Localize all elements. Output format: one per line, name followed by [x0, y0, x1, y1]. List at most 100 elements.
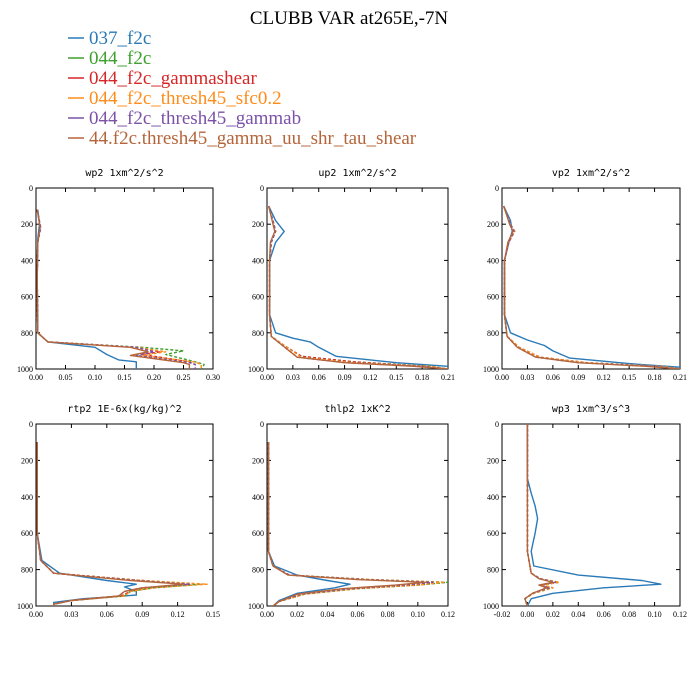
series-line	[267, 442, 427, 606]
x-tick-label: 0.00	[520, 610, 534, 619]
x-tick-label: 0.15	[206, 610, 220, 619]
x-tick-label: 0.21	[441, 373, 455, 382]
x-tick-label: 0.03	[286, 373, 300, 382]
chart-panel: rtp2 1E-6x(kg/kg)^2 0.00 0.03 0.06 0.09 0.12 0…	[17, 404, 220, 619]
legend-entry: 44.f2c.thresh45_gamma_uu_shr_tau_shear	[68, 128, 417, 149]
series-line	[503, 205, 680, 368]
y-tick-label: 1000	[17, 365, 33, 374]
plot-frame	[501, 423, 681, 607]
series-line	[268, 205, 448, 369]
series-line	[268, 205, 448, 369]
chart-panel: wp2 1xm^2/s^2 0.00 0.05 0.10 0.15 0.20 0.25 0.3…	[17, 168, 220, 382]
legend-label: 037_f2c	[89, 28, 151, 49]
x-tick-label: 0.06	[100, 610, 114, 619]
x-tick-label: 0.04	[320, 610, 334, 619]
panel-title: wp2 1xm^2/s^2	[85, 168, 163, 179]
series-group	[524, 424, 662, 606]
x-tick-label: 0.00	[495, 373, 509, 382]
series-group	[36, 209, 205, 369]
y-tick-label: 400	[21, 256, 33, 265]
x-tick-label: 0.10	[411, 610, 425, 619]
panel-title: up2 1xm^2/s^2	[318, 168, 396, 179]
x-tick-label: 0.02	[546, 610, 560, 619]
series-line	[36, 442, 208, 606]
plot-frame	[35, 423, 214, 607]
series-line	[503, 205, 680, 369]
series-line	[503, 205, 680, 369]
chart-panel: vp2 1xm^2/s^2 0.00 0.03 0.06 0.09 0.12 0.15 0.1…	[483, 168, 687, 382]
x-tick-label: 0.09	[135, 610, 149, 619]
x-tick-label: 0.03	[520, 373, 534, 382]
y-tick-label: 0	[260, 184, 264, 193]
series-group	[267, 442, 448, 606]
legend-label: 044_f2c_gammashear	[89, 68, 257, 89]
chart-panels: wp2 1xm^2/s^2 0.00 0.05 0.10 0.15 0.20 0.25 0.3…	[17, 168, 687, 619]
x-tick-label: 0.06	[351, 610, 365, 619]
x-tick-label: 0.08	[622, 610, 636, 619]
x-tick-label: 0.21	[673, 373, 687, 382]
series-line	[36, 209, 202, 369]
legend-entry: 044_f2c_thresh45_gammab	[68, 108, 301, 129]
series-line	[267, 442, 434, 606]
series-line	[36, 209, 191, 369]
legend-label: 044_f2c_thresh45_gammab	[89, 108, 301, 129]
panel-title: vp2 1xm^2/s^2	[552, 168, 630, 179]
x-tick-label: 0.00	[260, 610, 274, 619]
panel-title: rtp2 1E-6x(kg/kg)^2	[67, 404, 181, 415]
y-tick-label: 800	[21, 329, 33, 338]
x-tick-label: 0.04	[571, 610, 585, 619]
x-tick-label: 0.06	[312, 373, 326, 382]
x-tick-label: 0.18	[415, 373, 429, 382]
series-line	[526, 424, 662, 606]
y-tick-label: 800	[487, 566, 499, 575]
x-tick-label: 0.10	[648, 610, 662, 619]
x-tick-label: 0.06	[597, 610, 611, 619]
y-tick-label: 400	[487, 493, 499, 502]
y-tick-label: 0	[495, 420, 499, 429]
y-tick-label: 1000	[248, 365, 264, 374]
series-line	[36, 209, 197, 369]
panel-title: thlp2 1xK^2	[324, 404, 390, 415]
legend-entry: 044_f2c	[68, 48, 151, 69]
x-tick-label: 0.12	[171, 610, 185, 619]
x-tick-label: 0.15	[389, 373, 403, 382]
y-tick-label: 600	[21, 529, 33, 538]
y-tick-label: 800	[252, 329, 264, 338]
x-tick-label: 0.10	[88, 373, 102, 382]
y-tick-label: 400	[252, 493, 264, 502]
plot-frame	[501, 187, 681, 370]
y-tick-label: 200	[252, 220, 264, 229]
x-tick-label: 0.06	[546, 373, 560, 382]
x-tick-label: 0.15	[622, 373, 636, 382]
series-line	[503, 205, 680, 369]
x-tick-label: 0.12	[441, 610, 455, 619]
x-tick-label: 0.05	[59, 373, 73, 382]
y-tick-label: 0	[29, 420, 33, 429]
x-tick-label: 0.20	[147, 373, 161, 382]
series-group	[268, 205, 448, 369]
y-tick-label: 800	[487, 329, 499, 338]
series-line	[503, 205, 680, 369]
x-tick-label: 0.12	[673, 610, 687, 619]
x-tick-label: 0.08	[381, 610, 395, 619]
chart-panel: up2 1xm^2/s^2 0.00 0.03 0.06 0.09 0.12 0.15 0.1…	[248, 168, 455, 382]
plot-frame	[266, 187, 449, 370]
y-tick-label: 1000	[483, 365, 499, 374]
series-group	[503, 205, 680, 369]
x-tick-label: -0.02	[494, 610, 511, 619]
series-line	[524, 424, 554, 606]
series-line	[268, 205, 448, 369]
x-tick-label: 0.00	[29, 610, 43, 619]
y-tick-label: 1000	[17, 602, 33, 611]
y-tick-label: 1000	[248, 602, 264, 611]
x-tick-label: 0.03	[64, 610, 78, 619]
x-tick-label: 0.00	[29, 373, 43, 382]
panel-title: wp3 1xm^3/s^3	[552, 404, 630, 415]
y-tick-label: 400	[487, 256, 499, 265]
series-group	[36, 442, 208, 606]
x-tick-label: 0.18	[648, 373, 662, 382]
x-tick-label: 0.09	[338, 373, 352, 382]
y-tick-label: 200	[21, 220, 33, 229]
